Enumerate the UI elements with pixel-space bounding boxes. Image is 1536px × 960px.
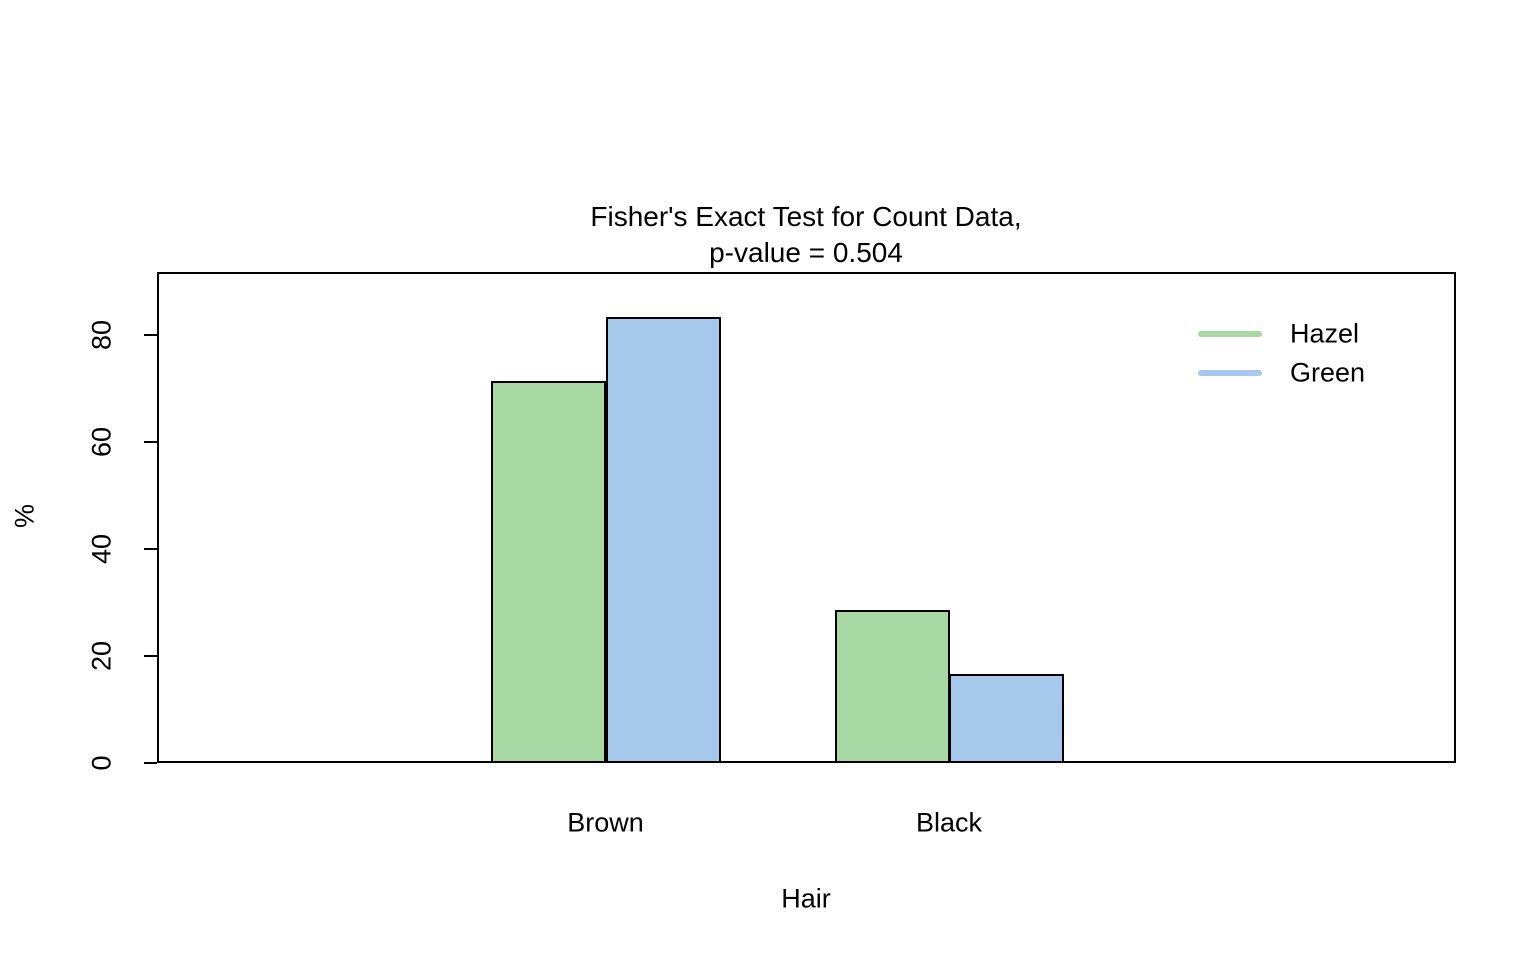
legend-swatch-green (1198, 370, 1262, 376)
y-tick-mark-80 (144, 334, 157, 336)
y-axis-title: % (9, 503, 40, 529)
y-tick-label-60: 60 (86, 426, 117, 458)
y-tick-label-40: 40 (86, 533, 117, 565)
chart-title-line1: Fisher's Exact Test for Count Data, (590, 201, 1022, 232)
y-tick-mark-60 (144, 441, 157, 443)
bar-green-black (949, 674, 1064, 763)
chart-title-line2: p-value = 0.504 (709, 237, 903, 268)
bar-hazel-black (835, 610, 950, 763)
plot-box (157, 272, 1456, 763)
y-tick-label-80: 80 (86, 319, 117, 351)
x-category-label-black: Black (915, 807, 983, 838)
y-tick-label-20: 20 (86, 640, 117, 672)
x-axis-title: Hair (781, 883, 831, 914)
y-tick-mark-20 (144, 655, 157, 657)
y-tick-mark-0 (144, 762, 157, 764)
bar-green-brown (606, 317, 721, 763)
legend-label-hazel: Hazel (1290, 318, 1360, 349)
legend-swatch-hazel (1198, 331, 1262, 337)
bar-hazel-brown (491, 381, 606, 763)
y-tick-mark-40 (144, 548, 157, 550)
y-tick-label-0: 0 (86, 755, 117, 771)
legend-label-green: Green (1290, 357, 1366, 388)
x-category-label-brown: Brown (567, 807, 644, 838)
